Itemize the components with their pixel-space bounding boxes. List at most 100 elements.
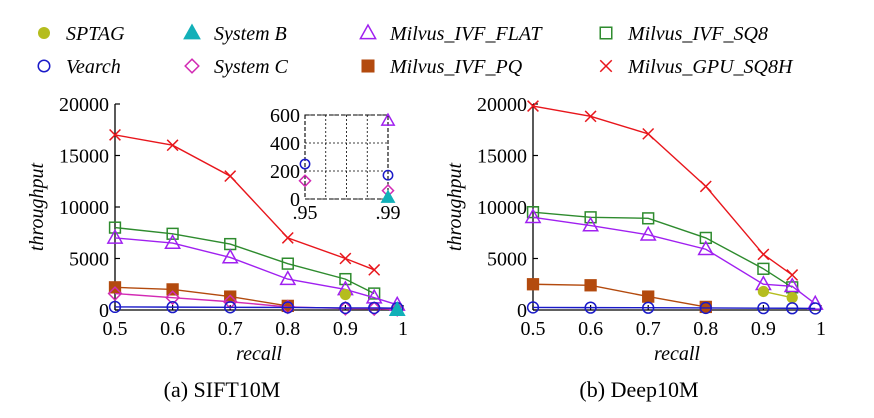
milvus-gpu-sq8h-point bbox=[109, 128, 121, 141]
vearch-point bbox=[809, 302, 822, 315]
y-tick-label: 10000 bbox=[477, 197, 527, 219]
y-tick-label: 0 bbox=[99, 300, 109, 322]
y-tick-label: 20000 bbox=[477, 94, 527, 116]
vearch-line bbox=[532, 306, 816, 310]
inset-x-tick-label: .99 bbox=[376, 202, 401, 224]
system-c-point bbox=[337, 301, 353, 316]
legend-item-sptag: SPTAG bbox=[38, 23, 125, 45]
x-axis-label: recall bbox=[236, 343, 282, 365]
inset-series-milvus-ivf-flat bbox=[380, 112, 396, 126]
milvus-ivf-pq-point bbox=[584, 279, 597, 292]
inset-series-vearch bbox=[299, 158, 394, 181]
milvus-ivf-flat-point bbox=[164, 234, 182, 250]
sptag-point bbox=[339, 288, 352, 301]
milvus-ivf-pq-line bbox=[114, 286, 288, 307]
milvus-ivf-flat-point bbox=[106, 228, 124, 244]
sptag-legend-marker bbox=[38, 27, 50, 39]
milvus-gpu-sq8h-line bbox=[532, 105, 793, 276]
series-system-b bbox=[388, 300, 406, 316]
x-tick-label: 0.8 bbox=[275, 318, 300, 340]
x-tick-label: 0.7 bbox=[636, 318, 661, 340]
milvus-ivf-flat-point bbox=[639, 225, 657, 241]
x-tick-label: 0.5 bbox=[103, 318, 128, 340]
legend-label-milvus-ivf-flat: Milvus_IVF_FLAT bbox=[389, 23, 543, 45]
milvus-ivf-pq-legend-marker bbox=[361, 59, 375, 73]
x-tick-label: 0.5 bbox=[521, 318, 546, 340]
x-tick-label: 0.7 bbox=[218, 318, 243, 340]
vearch-inset-point bbox=[299, 158, 311, 170]
x-tick-label: 1 bbox=[816, 318, 826, 340]
series-milvus-ivf-sq8 bbox=[108, 221, 381, 300]
milvus-gpu-sq8h-legend-marker bbox=[599, 59, 613, 73]
legend-label-system-b: System B bbox=[214, 23, 287, 45]
milvus-ivf-flat-point bbox=[221, 248, 239, 264]
vearch-point bbox=[108, 300, 122, 314]
milvus-ivf-sq8-point bbox=[281, 257, 294, 270]
milvus-ivf-pq-point bbox=[224, 290, 237, 303]
milvus-ivf-flat-point bbox=[697, 240, 715, 256]
milvus-gpu-sq8h-point bbox=[786, 269, 799, 281]
legend-label-system-c: System C bbox=[214, 56, 289, 78]
series-vearch bbox=[526, 301, 822, 315]
y-tick-label: 5000 bbox=[487, 249, 527, 271]
inset-x-tick-label: .95 bbox=[293, 202, 318, 224]
milvus-ivf-flat-line bbox=[532, 216, 816, 305]
vearch-point bbox=[526, 301, 540, 314]
x-tick-label: 0.8 bbox=[693, 318, 718, 340]
y-tick-label: 15000 bbox=[59, 146, 109, 168]
milvus-gpu-sq8h-point bbox=[339, 252, 352, 265]
sptag-point bbox=[786, 292, 798, 304]
system-c-point bbox=[222, 294, 238, 310]
x-tick-label: 0.6 bbox=[578, 318, 603, 340]
milvus-gpu-sq8h-point bbox=[699, 180, 712, 193]
series-milvus-gpu-sq8h bbox=[109, 128, 381, 276]
milvus-ivf-flat-point bbox=[783, 277, 801, 293]
y-tick-label: 10000 bbox=[59, 197, 109, 219]
system-c-point bbox=[107, 286, 123, 301]
legend-item-system-b: System B bbox=[183, 23, 287, 45]
milvus-gpu-sq8h-point bbox=[757, 248, 770, 261]
y-tick-label: 5000 bbox=[69, 249, 109, 271]
system-b-point bbox=[388, 300, 406, 316]
sptag-point bbox=[757, 285, 770, 298]
legend-item-milvus-gpu-sq8h: Milvus_GPU_SQ8H bbox=[599, 56, 794, 78]
legend-item-system-c: System C bbox=[184, 56, 289, 78]
x-tick-label: 1 bbox=[398, 318, 408, 340]
series-sptag bbox=[757, 285, 798, 304]
milvus-ivf-sq8-point bbox=[757, 262, 770, 275]
milvus-gpu-sq8h-point bbox=[166, 139, 179, 152]
milvus-ivf-flat-point bbox=[582, 216, 600, 232]
system-c-inset-point bbox=[298, 174, 312, 188]
legend-item-milvus-ivf-flat: Milvus_IVF_FLAT bbox=[359, 23, 543, 45]
legend-item-vearch: Vearch bbox=[37, 56, 121, 78]
vearch-point bbox=[281, 301, 294, 314]
y-tick-label: 0 bbox=[517, 300, 527, 322]
inset-series-system-b bbox=[380, 189, 396, 203]
y-axis-label: throughput bbox=[26, 162, 48, 251]
milvus-gpu-sq8h-line bbox=[114, 134, 375, 271]
milvus-ivf-flat-legend-marker bbox=[359, 23, 377, 40]
milvus-ivf-sq8-point bbox=[108, 221, 122, 234]
milvus-ivf-sq8-point bbox=[339, 272, 352, 286]
legend-label-vearch: Vearch bbox=[66, 56, 121, 78]
legend-label-milvus-ivf-sq8: Milvus_IVF_SQ8 bbox=[627, 23, 768, 45]
vearch-point bbox=[368, 301, 381, 315]
system-c-point bbox=[366, 301, 382, 317]
milvus-gpu-sq8h-point bbox=[527, 100, 539, 112]
series-milvus-ivf-flat bbox=[106, 228, 406, 311]
legend-item-milvus-ivf-sq8: Milvus_IVF_SQ8 bbox=[599, 23, 768, 45]
milvus-ivf-sq8-point bbox=[642, 212, 655, 225]
series-milvus-ivf-flat bbox=[524, 208, 824, 310]
x-tick-label: 0.9 bbox=[333, 318, 358, 340]
milvus-ivf-pq-point bbox=[642, 290, 655, 303]
system-b-inset-point bbox=[380, 189, 396, 203]
legend: SPTAG Vearch System B System C Milvus_IVF_FL… bbox=[37, 23, 794, 78]
vearch-point bbox=[224, 301, 237, 314]
legend-label-sptag: SPTAG bbox=[66, 23, 125, 45]
milvus-ivf-sq8-point bbox=[699, 231, 712, 245]
vearch-point bbox=[642, 301, 655, 314]
milvus-ivf-pq-point bbox=[166, 283, 179, 296]
milvus-gpu-sq8h-point bbox=[368, 263, 381, 276]
y-tick-label: 20000 bbox=[59, 94, 109, 116]
y-tick-label: 15000 bbox=[477, 146, 527, 168]
